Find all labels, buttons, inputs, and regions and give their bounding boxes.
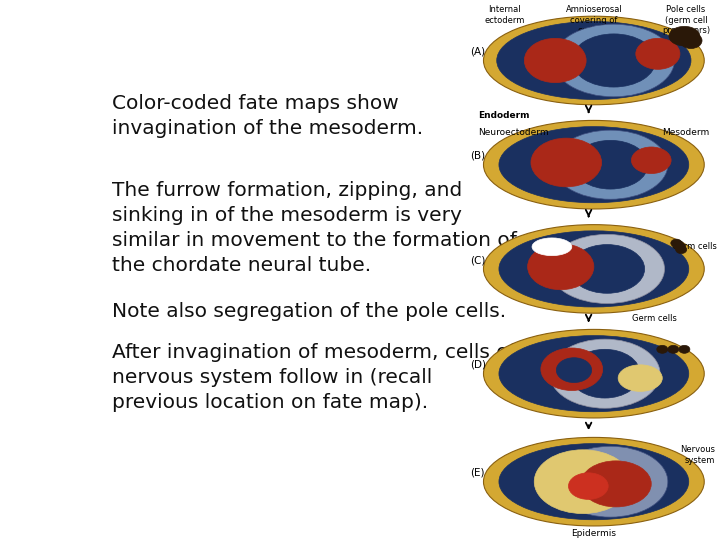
Ellipse shape [679, 346, 690, 353]
Ellipse shape [668, 346, 679, 353]
Ellipse shape [580, 461, 652, 507]
Ellipse shape [570, 349, 640, 398]
Ellipse shape [569, 473, 608, 500]
Ellipse shape [636, 38, 680, 69]
Text: After invagination of mesoderm, cells of
nervous system follow in (recall
previo: After invagination of mesoderm, cells of… [112, 343, 516, 413]
Text: (B): (B) [470, 151, 485, 161]
Text: Nervous
system: Nervous system [680, 446, 715, 465]
Ellipse shape [672, 241, 684, 248]
Ellipse shape [675, 246, 687, 254]
Ellipse shape [532, 238, 572, 255]
Ellipse shape [528, 244, 594, 290]
Ellipse shape [557, 357, 592, 382]
Ellipse shape [499, 126, 689, 203]
Text: (E): (E) [470, 468, 485, 478]
Ellipse shape [671, 239, 682, 247]
Ellipse shape [657, 346, 668, 353]
Text: Amnioserosal
covering of
embryo: Amnioserosal covering of embryo [565, 5, 622, 35]
Ellipse shape [524, 38, 586, 83]
Text: Germ cells: Germ cells [672, 242, 717, 251]
Text: Note also segregation of the pole cells.: Note also segregation of the pole cells. [112, 302, 506, 321]
Ellipse shape [553, 130, 668, 199]
Ellipse shape [534, 450, 631, 514]
Text: The furrow formation, zipping, and
sinking in of the mesoderm is very
similar in: The furrow formation, zipping, and sinki… [112, 181, 517, 275]
Ellipse shape [631, 147, 671, 173]
Ellipse shape [572, 34, 656, 87]
Ellipse shape [549, 339, 660, 408]
Ellipse shape [484, 225, 704, 313]
Ellipse shape [675, 243, 685, 251]
Text: Mesoderm: Mesoderm [662, 127, 709, 137]
Text: (D): (D) [470, 360, 486, 370]
Ellipse shape [553, 446, 668, 517]
Ellipse shape [497, 22, 691, 99]
Ellipse shape [499, 335, 689, 412]
Text: (A): (A) [470, 46, 485, 57]
Text: Color-coded fate maps show
invagination of the mesoderm.: Color-coded fate maps show invagination … [112, 94, 423, 138]
Ellipse shape [553, 24, 675, 97]
Text: Neuroectoderm: Neuroectoderm [478, 127, 549, 137]
Ellipse shape [680, 32, 702, 49]
Ellipse shape [570, 245, 644, 293]
Ellipse shape [484, 437, 704, 526]
Text: (C): (C) [470, 255, 486, 265]
Ellipse shape [531, 138, 602, 187]
Ellipse shape [484, 120, 704, 209]
Ellipse shape [484, 329, 704, 418]
Ellipse shape [549, 234, 665, 303]
Ellipse shape [541, 348, 603, 390]
Text: Endoderm: Endoderm [478, 111, 530, 120]
Ellipse shape [499, 443, 689, 520]
Ellipse shape [669, 26, 700, 46]
Ellipse shape [573, 140, 648, 189]
Ellipse shape [618, 365, 662, 392]
Text: Internal
ectoderm: Internal ectoderm [485, 5, 525, 25]
Text: Epidermis: Epidermis [572, 529, 616, 538]
Ellipse shape [484, 16, 704, 105]
Text: Pole cells
(germ cell
precursors): Pole cells (germ cell precursors) [662, 5, 710, 35]
Ellipse shape [499, 231, 689, 307]
Text: Germ cells: Germ cells [632, 314, 677, 323]
